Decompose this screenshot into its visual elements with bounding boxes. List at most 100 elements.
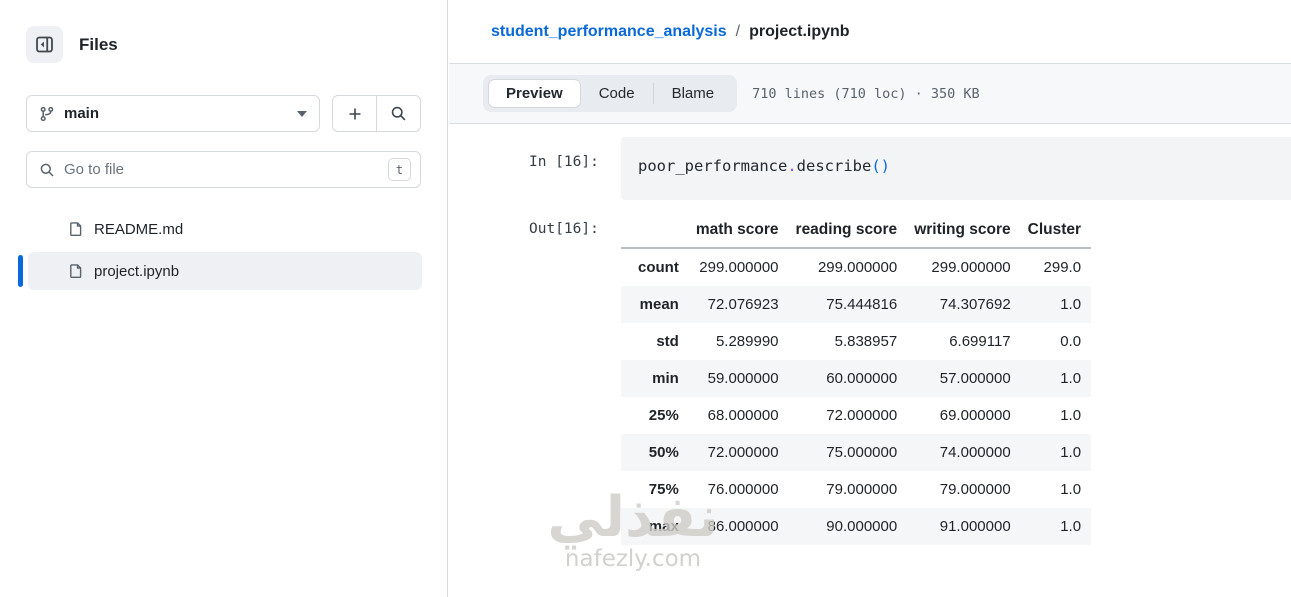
shortcut-key-badge: t	[388, 158, 411, 181]
column-header-reading: reading score	[778, 215, 898, 249]
row-label: count	[638, 259, 679, 276]
file-tree: README.md project.ipynb	[0, 211, 447, 290]
breadcrumb-separator: /	[735, 22, 741, 40]
search-icon	[39, 162, 55, 178]
row-label: 50%	[648, 444, 679, 461]
view-mode-bar: Preview Code Blame 710 lines (710 loc) ·…	[449, 63, 1291, 124]
cell-value: 91.000000	[939, 518, 1011, 535]
cell-value: 1.0	[1060, 407, 1082, 424]
file-info: 710 lines (710 loc) · 350 KB	[752, 85, 980, 102]
table-row: count 299.000000 299.000000 299.000000 2…	[621, 248, 1091, 286]
cell-value: 299.000000	[817, 259, 898, 276]
file-row-readme[interactable]: README.md	[28, 211, 422, 247]
notebook-input-cell: In [16]: poor_performance.describe()	[449, 137, 1291, 200]
file-name: README.md	[94, 220, 184, 238]
cell-value: 72.000000	[707, 444, 779, 461]
table-row: 75% 76.000000 79.000000 79.000000 1.0	[621, 471, 1091, 508]
row-label: min	[652, 370, 679, 387]
cell-value: 72.000000	[826, 407, 898, 424]
row-label: max	[648, 518, 679, 535]
cell-value: 1.0	[1060, 444, 1082, 461]
cell-value: 6.699117	[949, 333, 1011, 350]
files-title: Files	[79, 34, 118, 54]
cell-value: 72.076923	[707, 296, 779, 313]
row-label: mean	[639, 296, 679, 313]
add-file-button[interactable]	[333, 96, 377, 131]
repo-link[interactable]: student_performance_analysis	[491, 22, 727, 40]
cell-value: 90.000000	[826, 518, 898, 535]
file-content-panel: student_performance_analysis / project.i…	[449, 0, 1291, 597]
code-object: poor_performance	[638, 157, 788, 175]
table-row: 25% 68.000000 72.000000 69.000000 1.0	[621, 397, 1091, 434]
search-icon	[390, 105, 407, 122]
goto-file-input[interactable]	[64, 161, 379, 178]
plus-icon	[347, 106, 363, 122]
cell-value: 1.0	[1060, 296, 1082, 313]
collapse-sidebar-button[interactable]	[26, 26, 63, 63]
notebook-preview: In [16]: poor_performance.describe() Out…	[449, 124, 1291, 545]
file-tree-sidebar: Files main	[0, 0, 448, 597]
cell-value: 79.000000	[826, 481, 898, 498]
breadcrumb: student_performance_analysis / project.i…	[449, 0, 1291, 63]
cell-value: 1.0	[1060, 481, 1082, 498]
notebook-output-cell: Out[16]: math score reading score writin…	[449, 215, 1291, 545]
cell-value: 74.000000	[939, 444, 1011, 461]
column-header-cluster: Cluster	[1010, 215, 1092, 249]
sidebar-controls: main	[26, 95, 421, 132]
cell-value: 299.000000	[931, 259, 1011, 276]
breadcrumb-filename: project.ipynb	[749, 22, 850, 40]
cell-value: 1.0	[1060, 370, 1082, 387]
cell-out-prompt: Out[16]:	[529, 221, 599, 237]
cell-value: 0.0	[1060, 333, 1082, 350]
branch-name: main	[64, 105, 100, 122]
cell-value: 79.000000	[939, 481, 1011, 498]
table-row: 50% 72.000000 75.000000 74.000000 1.0	[621, 434, 1092, 471]
column-header-blank	[621, 215, 679, 249]
code-operator: .	[787, 157, 797, 175]
cell-value: 1.0	[1060, 518, 1082, 535]
git-branch-icon	[39, 106, 55, 122]
cell-value: 75.000000	[826, 444, 898, 461]
collapse-sidebar-icon	[35, 35, 54, 54]
code-parens: ()	[871, 157, 890, 175]
row-label: std	[656, 333, 679, 350]
cell-value: 68.000000	[707, 407, 779, 424]
cell-value: 59.000000	[707, 370, 779, 387]
cell-value: 86.000000	[707, 518, 779, 535]
cell-value: 75.444816	[826, 296, 898, 313]
cell-value: 299.0	[1043, 259, 1082, 276]
file-icon	[68, 221, 84, 237]
cell-value: 74.307692	[939, 296, 1011, 313]
table-row: std 5.289990 5.838957 6.699117 0.0	[621, 323, 1091, 360]
code-cell: poor_performance.describe()	[621, 137, 1291, 200]
tab-code[interactable]: Code	[581, 79, 653, 108]
sidebar-header: Files	[0, 0, 447, 63]
row-label: 25%	[648, 407, 679, 424]
row-label: 75%	[648, 481, 679, 498]
cell-value: 5.289990	[715, 333, 779, 350]
cell-value: 60.000000	[826, 370, 898, 387]
dataframe-table: math score reading score writing score C…	[621, 215, 1092, 545]
cell-value: 69.000000	[939, 407, 1011, 424]
goto-file-field: t	[26, 151, 421, 188]
tab-blame[interactable]: Blame	[654, 79, 733, 108]
active-file-indicator	[18, 255, 23, 287]
dataframe-output: math score reading score writing score C…	[621, 215, 1092, 545]
branch-selector[interactable]: main	[26, 95, 320, 132]
search-tree-button[interactable]	[377, 96, 420, 131]
file-row-project[interactable]: project.ipynb	[18, 252, 422, 290]
cell-value: 57.000000	[939, 370, 1011, 387]
chevron-down-icon	[297, 110, 307, 117]
cell-value: 76.000000	[707, 481, 779, 498]
code-method: describe	[796, 157, 872, 175]
table-row: min 59.000000 60.000000 57.000000 1.0	[621, 360, 1092, 397]
file-icon	[68, 263, 84, 279]
table-row: mean 72.076923 75.444816 74.307692 1.0	[621, 286, 1092, 323]
tree-action-buttons	[332, 95, 421, 132]
cell-value: 299.000000	[699, 259, 779, 276]
cell-value: 5.838957	[834, 333, 898, 350]
table-row: max 86.000000 90.000000 91.000000 1.0	[621, 508, 1092, 545]
column-header-math: math score	[678, 215, 779, 249]
tab-preview[interactable]: Preview	[488, 79, 581, 108]
